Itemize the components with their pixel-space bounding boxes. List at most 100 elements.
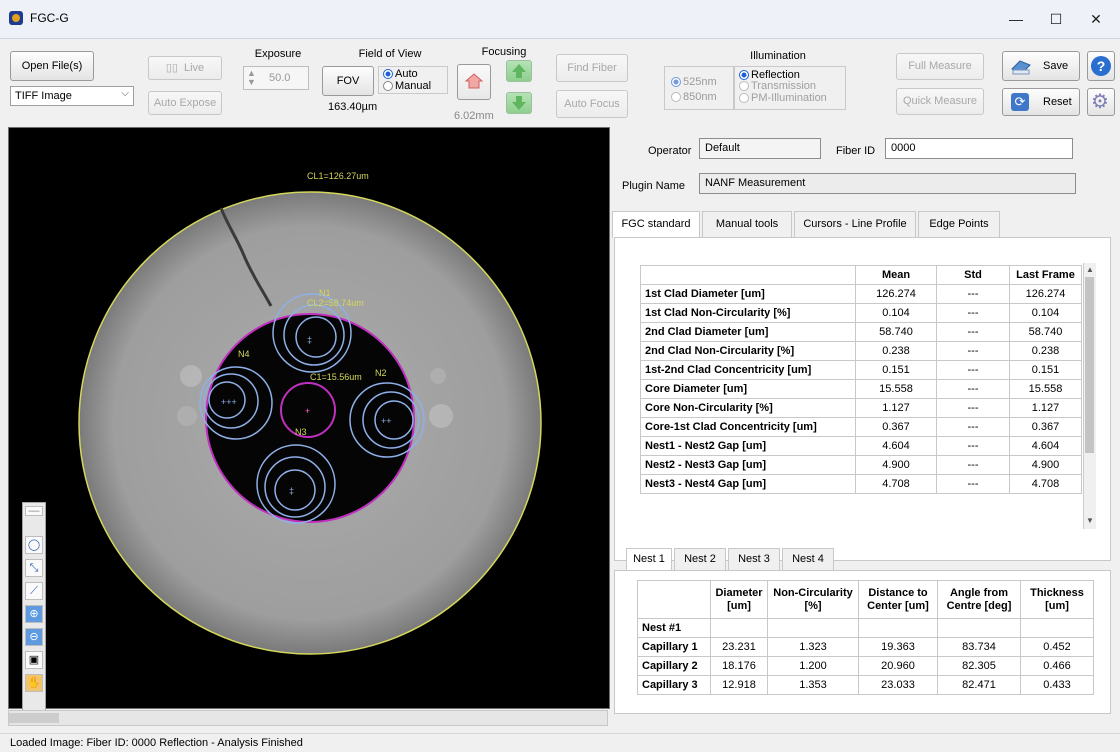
table-row[interactable]: 2nd Clad Non-Circularity [%] 0.238 --- 0.23…: [640, 341, 1082, 361]
nest-n4-label: N4: [238, 349, 250, 359]
minimize-button[interactable]: —: [1009, 11, 1023, 27]
table-cell: 0.104: [855, 303, 937, 323]
table-cell: 4.708: [1009, 474, 1082, 494]
focus-down-button[interactable]: [506, 92, 532, 114]
scroll-down-icon[interactable]: ▼: [1086, 516, 1094, 525]
scroll-up-icon[interactable]: ▲: [1086, 265, 1094, 274]
focus-home-button[interactable]: [457, 64, 491, 100]
live-button[interactable]: ▯▯ Live: [148, 56, 222, 80]
table-row[interactable]: Core Diameter [um] 15.558 --- 15.558: [640, 379, 1082, 399]
table-row[interactable]: Core Non-Circularity [%] 1.127 --- 1.127: [640, 398, 1082, 418]
quick-measure-button[interactable]: Quick Measure: [896, 88, 984, 115]
table-row[interactable]: 2nd Clad Diameter [um] 58.740 --- 58.740: [640, 322, 1082, 342]
measurements-vertical-scrollbar[interactable]: ▲ ▼: [1083, 263, 1096, 529]
row-label: 2nd Clad Diameter [um]: [640, 322, 856, 342]
cl2-label: CL2=58.74um: [307, 298, 364, 308]
fov-manual-radio[interactable]: Manual: [383, 80, 431, 92]
maximize-button[interactable]: ☐: [1049, 11, 1063, 27]
focusing-label: Focusing: [481, 46, 527, 58]
fov-auto-radio[interactable]: Auto: [383, 68, 418, 80]
table-row[interactable]: Capillary 2 18.176 1.200 20.960 82.305 0.466: [637, 656, 1094, 676]
reset-button[interactable]: ⟳ Reset: [1002, 88, 1080, 116]
home-icon: [464, 72, 484, 90]
row-label: 1st-2nd Clad Concentricity [um]: [640, 360, 856, 380]
wavelength-group: 525nm 850nm: [664, 66, 734, 110]
svg-text:+++: +++: [221, 397, 237, 407]
fov-button[interactable]: FOV: [322, 66, 374, 96]
tab-manual-tools[interactable]: Manual tools: [702, 211, 792, 237]
illum-pm-radio[interactable]: PM-Illumination: [739, 92, 827, 104]
lasso-tool-icon[interactable]: ◯: [25, 536, 43, 554]
illum-reflection-radio[interactable]: Reflection: [739, 69, 800, 81]
tab-edge-points[interactable]: Edge Points: [918, 211, 1000, 237]
pause-icon: ▯▯: [165, 62, 178, 74]
measurements-header-corner: [640, 265, 856, 285]
auto-expose-button[interactable]: Auto Expose: [148, 91, 222, 115]
save-button[interactable]: Save: [1002, 51, 1080, 81]
live-button-label: Live: [183, 62, 205, 74]
illum-transmission-label: Transmission: [751, 80, 816, 92]
nest-n1-label: N1: [319, 288, 331, 298]
table-cell: 19.363: [858, 637, 938, 657]
operator-field[interactable]: Default: [699, 138, 821, 159]
table-row[interactable]: 1st-2nd Clad Concentricity [um] 0.151 --- 0…: [640, 360, 1082, 380]
fit-to-window-icon[interactable]: ▣: [25, 651, 43, 669]
spinner-arrows-icon[interactable]: ▲ ▼: [247, 68, 256, 87]
zoom-out-icon[interactable]: ⊖: [25, 628, 43, 646]
table-row[interactable]: Capillary 1 23.231 1.323 19.363 83.734 0.452: [637, 637, 1094, 657]
table-row[interactable]: Nest2 - Nest3 Gap [um] 4.900 --- 4.900: [640, 455, 1082, 475]
table-cell: 82.305: [937, 656, 1021, 676]
scrollbar-thumb[interactable]: [9, 713, 59, 723]
empty-cell: [858, 618, 938, 638]
table-row[interactable]: 1st Clad Diameter [um] 126.274 --- 126.274: [640, 284, 1082, 304]
auto-focus-button[interactable]: Auto Focus: [556, 90, 628, 118]
full-measure-button[interactable]: Full Measure: [896, 53, 984, 80]
scrollbar-thumb[interactable]: [1085, 277, 1094, 453]
close-button[interactable]: ✕: [1090, 11, 1102, 27]
table-row[interactable]: 1st Clad Non-Circularity [%] 0.104 --- 0.10…: [640, 303, 1082, 323]
illum-pm-label: PM-Illumination: [751, 92, 827, 104]
strip-grip-icon[interactable]: —: [25, 506, 43, 517]
arrow-up-icon: [512, 64, 526, 78]
save-label: Save: [1043, 60, 1069, 72]
focus-up-button[interactable]: [506, 60, 532, 82]
help-button[interactable]: ?: [1087, 51, 1115, 81]
tab-nest-3[interactable]: Nest 3: [728, 548, 780, 570]
fiber-id-field[interactable]: 0000: [885, 138, 1073, 159]
table-cell: ---: [936, 360, 1010, 380]
wl-850-radio[interactable]: 850nm: [671, 91, 717, 103]
find-fiber-button[interactable]: Find Fiber: [556, 54, 628, 82]
tab-fgc-standard[interactable]: FGC standard: [612, 211, 700, 238]
column-header-mean: Mean: [855, 265, 937, 285]
table-cell: ---: [936, 341, 1010, 361]
open-files-button[interactable]: Open File(s): [10, 51, 94, 81]
table-cell: 1.323: [767, 637, 859, 657]
measure-tool-icon[interactable]: ⟋: [25, 582, 43, 600]
table-cell: ---: [936, 379, 1010, 399]
tab-nest-1[interactable]: Nest 1: [626, 548, 672, 571]
refresh-icon: ⟳: [1011, 93, 1029, 111]
wl-525-radio[interactable]: 525nm: [671, 76, 717, 88]
line-tool-icon[interactable]: ⤡: [25, 559, 43, 577]
image-horizontal-scrollbar[interactable]: [8, 710, 608, 726]
table-cell: 18.176: [710, 656, 768, 676]
fiber-image-view[interactable]: ‡ +++ ++ ‡ + CL1=126.27um CL2=58.74um C1…: [8, 127, 610, 709]
exposure-input[interactable]: ▲ ▼ 50.0: [243, 66, 309, 90]
illum-transmission-radio[interactable]: Transmission: [739, 80, 816, 92]
cl1-label: CL1=126.27um: [307, 171, 369, 181]
table-row[interactable]: Nest3 - Nest4 Gap [um] 4.708 --- 4.708: [640, 474, 1082, 494]
illumination-label: Illumination: [750, 50, 806, 62]
fov-manual-label: Manual: [395, 80, 432, 92]
tab-nest-2[interactable]: Nest 2: [674, 548, 726, 570]
file-type-select[interactable]: TIFF Image ⌵: [10, 86, 134, 106]
tab-nest-4[interactable]: Nest 4: [782, 548, 834, 570]
tab-cursors-line-profile[interactable]: Cursors - Line Profile: [794, 211, 916, 237]
zoom-in-icon[interactable]: ⊕: [25, 605, 43, 623]
pan-hand-icon[interactable]: ✋: [25, 674, 43, 692]
settings-button[interactable]: ⚙: [1087, 88, 1115, 116]
table-cell: ---: [936, 303, 1010, 323]
table-row[interactable]: Nest1 - Nest2 Gap [um] 4.604 --- 4.604: [640, 436, 1082, 456]
table-row[interactable]: Core-1st Clad Concentricity [um] 0.367 ---…: [640, 417, 1082, 437]
table-row[interactable]: Capillary 3 12.918 1.353 23.033 82.471 0.433: [637, 675, 1094, 695]
table-cell: ---: [936, 417, 1010, 437]
